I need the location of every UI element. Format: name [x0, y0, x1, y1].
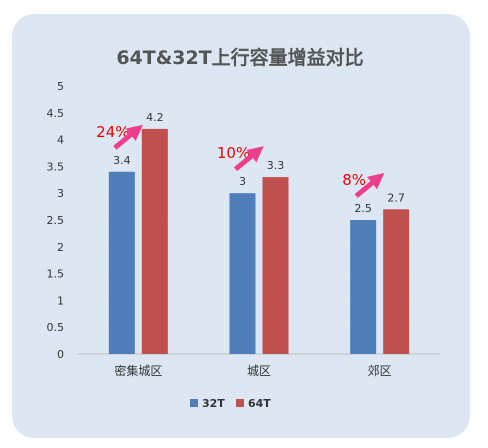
data-label: 3.3 — [267, 159, 285, 172]
y-tick-label: 3.5 — [47, 160, 65, 173]
gain-arrow-icon — [233, 146, 264, 172]
y-tick-label: 5 — [57, 80, 64, 93]
data-label: 2.7 — [387, 191, 405, 204]
bar-32t — [229, 193, 256, 354]
y-tick-label: 4.5 — [47, 107, 65, 120]
data-label: 3.4 — [113, 154, 131, 167]
legend: 32T 64T — [190, 397, 271, 410]
category-label: 郊区 — [368, 364, 392, 378]
bar-64t — [262, 177, 289, 354]
data-label: 2.5 — [354, 202, 372, 215]
bars — [108, 128, 410, 354]
legend-label: 32T — [202, 397, 225, 410]
legend-swatch-32t — [190, 399, 198, 407]
y-tick-label: 4 — [57, 134, 64, 147]
data-label: 3 — [239, 175, 246, 188]
y-tick-label: 0.5 — [47, 321, 65, 334]
bar-32t — [350, 220, 377, 354]
y-tick-label: 1 — [57, 294, 64, 307]
gain-annotations: 24% 10% 8% — [96, 123, 385, 198]
y-tick-label: 1.5 — [47, 268, 65, 281]
y-tick-label: 3 — [57, 187, 64, 200]
legend-swatch-64t — [236, 399, 244, 407]
bar-32t — [108, 171, 135, 354]
gain-label: 10% — [217, 144, 250, 162]
category-label: 城区 — [247, 364, 271, 378]
y-axis: 0 0.5 1 1.5 2 2.5 3 3.5 4 4.5 5 — [47, 80, 65, 361]
y-tick-label: 2 — [57, 241, 64, 254]
bar-64t — [141, 128, 168, 354]
gain-label: 8% — [342, 171, 366, 189]
y-tick-label: 0 — [57, 348, 64, 361]
chart-title: 64T&32T上行容量增益对比 — [116, 46, 363, 69]
gain-arrow-icon — [113, 124, 144, 150]
data-label: 4.2 — [146, 111, 164, 124]
x-axis: 密集城区 城区 郊区 — [114, 363, 391, 378]
gain-label: 24% — [96, 123, 129, 141]
category-label: 密集城区 — [114, 363, 162, 378]
bar-64t — [383, 209, 410, 354]
gain-arrow-icon — [354, 172, 385, 198]
y-tick-label: 2.5 — [47, 214, 65, 227]
data-labels: 3.4 4.2 3 3.3 2.5 2.7 — [113, 111, 405, 215]
legend-label: 64T — [248, 397, 271, 410]
